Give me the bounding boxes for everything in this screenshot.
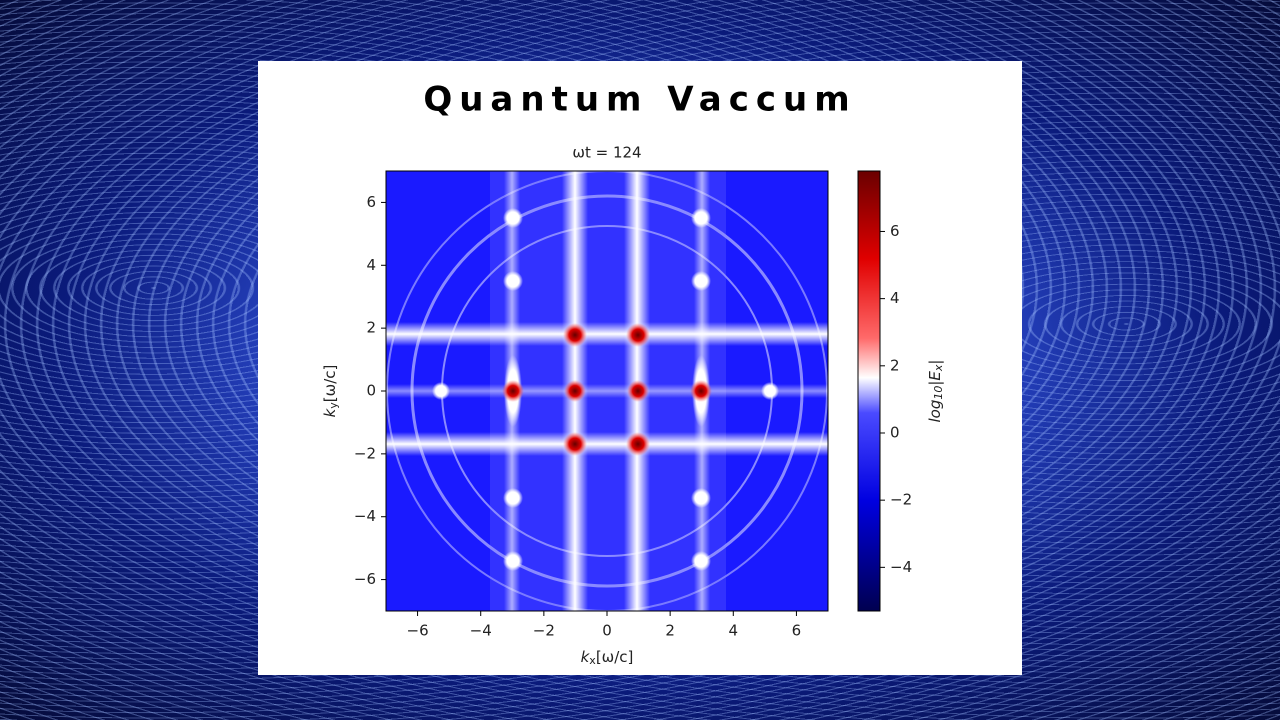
x-axis-label: kx[ω/c] [581,648,634,668]
heatmap-image [386,171,828,611]
colorbar-tick-label: −4 [890,558,912,576]
y-tick-label: −4 [354,507,376,525]
x-label-subscript: x [589,654,596,667]
y-tick-label: 4 [366,256,376,274]
cb-label-subscript: x [932,364,945,372]
colorbar [857,170,881,612]
x-tick-label: 0 [602,622,612,640]
colorbar-tick-label: 6 [890,222,900,240]
y-label-unit: [ω/c] [321,365,339,403]
y-axis-label: ky[ω/c] [321,365,341,418]
colorbar-tick-label: −2 [890,491,912,509]
colorbar-tick-label: 2 [890,356,900,374]
y-tick-label: −6 [354,570,376,588]
x-tick-label: 2 [665,622,675,640]
y-tick-label: −2 [354,444,376,462]
y-tick-label: 2 [366,319,376,337]
x-tick-label: 6 [792,622,802,640]
y-label-symbol: k [321,407,339,417]
y-label-subscript: y [327,402,340,409]
y-tick-label: 0 [366,382,376,400]
chart-title: ωt = 124 [572,144,641,162]
x-label-symbol: k [581,648,591,666]
colorbar-tick-label: 4 [890,289,900,307]
cb-label-part: log [926,400,944,423]
x-tick-label: −2 [533,622,555,640]
x-tick-label: −6 [407,622,429,640]
slide-title: Quantum Vaccum [423,80,856,120]
cb-label-part: |E [926,371,944,386]
colorbar-tick-label: 0 [890,423,900,441]
cb-label-subscript: 10 [932,386,945,400]
cb-label-part: | [926,360,944,365]
x-tick-label: 4 [729,622,739,640]
x-tick-label: −4 [470,622,492,640]
y-tick-label: 6 [366,193,376,211]
colorbar-label: log10|Ex| [926,360,946,423]
x-label-unit: [ω/c] [596,648,634,666]
